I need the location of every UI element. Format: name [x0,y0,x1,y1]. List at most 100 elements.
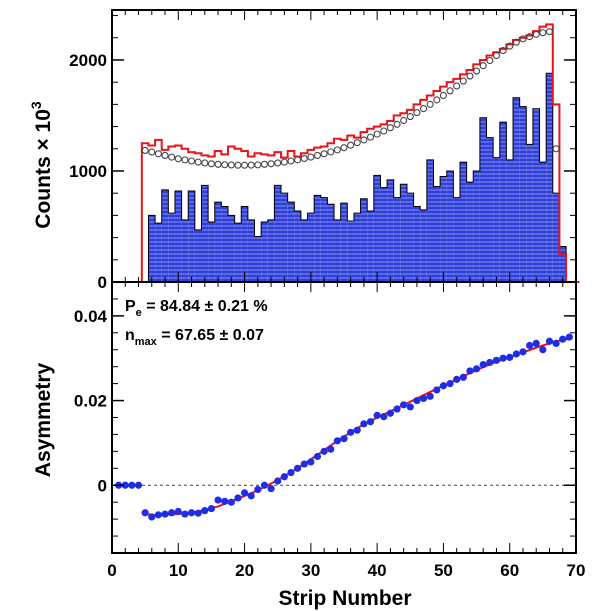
histogram-bar [228,215,235,282]
asymmetry-point [439,382,448,390]
histogram-bar [314,195,321,282]
histogram-bar [466,182,474,282]
open-circle-point [532,30,540,38]
open-circle-point [512,38,520,46]
asymmetry-point [419,394,428,403]
histogram-bar [367,210,374,282]
open-circle-point [353,139,361,147]
asymmetry-point [168,509,176,517]
asymmetry-point [327,445,335,453]
histogram-bar [267,219,275,282]
open-circle-point [366,133,375,141]
asymmetry-point [446,380,454,388]
histogram-bar [446,170,454,282]
histogram-bar [440,176,447,282]
open-circle-point [380,127,388,135]
asymmetry-point [161,510,169,518]
open-circle-point [519,35,527,43]
asymmetry-point [121,481,129,489]
histogram-bar [208,222,215,282]
open-circle-point [214,160,222,168]
open-circle-point [453,82,461,90]
open-circle-point [294,156,302,164]
bottom-xtick-label: 40 [368,561,387,580]
open-circle-point [459,77,467,85]
open-circle-point [154,150,162,158]
open-circle-point [280,158,288,166]
asymmetry-point [539,346,547,354]
asymmetry-point [187,509,196,517]
bottom-xtick-label: 50 [434,561,453,580]
histogram-bar [433,186,441,282]
asymmetry-point [413,396,421,405]
asymmetry-point [154,511,162,519]
asymmetry-point [227,498,235,506]
asymmetry-point [207,504,216,513]
bottom-ylabel: Asymmetry [32,362,55,477]
asymmetry-point [313,452,322,461]
open-circle-point [526,33,534,41]
open-circle-point [187,157,196,165]
histogram-bar [320,197,328,282]
histogram-bar [513,97,520,283]
histogram-bar [526,144,533,282]
annotation-polarization: Pe = 84.84 ± 0.21 % [125,298,268,319]
open-circle-point [274,159,282,167]
asymmetry-point [294,464,302,472]
open-circle-point [466,72,474,80]
open-circle-point [386,124,394,132]
histogram-bar [254,236,262,282]
asymmetry-point [194,509,202,517]
histogram-bar [486,137,494,282]
open-circle-point [148,148,156,156]
open-circle-point [174,155,182,163]
bottom-ytick-label: 0.04 [74,307,108,326]
asymmetry-point [247,492,255,500]
open-circle-point [545,28,554,36]
histogram-bar [161,189,169,282]
histogram-bar [347,220,354,282]
histogram-bar [340,203,348,282]
open-circle-point [307,153,315,161]
asymmetry-point [565,333,573,341]
histogram-bar [552,193,560,282]
histogram-bar [174,190,182,282]
histogram-bar [247,219,255,282]
open-circle-point [141,146,149,154]
asymmetry-point [353,426,361,434]
open-circle-point [406,113,414,121]
histogram-bar [479,117,487,283]
open-circle-point [181,156,189,164]
asymmetry-point [453,375,461,383]
open-circle-point [221,161,229,169]
bottom-xtick-label: 0 [107,561,116,580]
histogram-bar [155,223,162,282]
asymmetry-point [307,458,315,466]
histogram-bar [181,219,189,282]
open-circle-point [552,145,560,153]
asymmetry-point [373,411,381,419]
histogram-bar [559,246,567,282]
open-circle-point [373,130,381,138]
bottom-xtick-label: 70 [567,561,586,580]
open-circle-point [400,116,408,125]
histogram-bar [287,202,295,282]
asymmetry-point [393,405,401,413]
asymmetry-point [214,496,222,504]
asymmetry-point [287,468,295,477]
open-circle-point [227,161,235,169]
asymmetry-point [459,373,467,381]
asymmetry-point [234,494,242,502]
asymmetry-point [499,354,507,362]
asymmetry-point [552,339,560,347]
histogram-bar [426,159,434,282]
histogram-bar [307,213,315,282]
top-ytick-label: 2000 [69,51,107,70]
histogram-bar [201,185,209,282]
histogram-bar [221,206,228,282]
histogram-bar [539,162,547,282]
open-circle-point [360,136,368,144]
asymmetry-point [333,437,341,445]
asymmetry-point [380,413,388,421]
asymmetry-point [472,365,481,373]
